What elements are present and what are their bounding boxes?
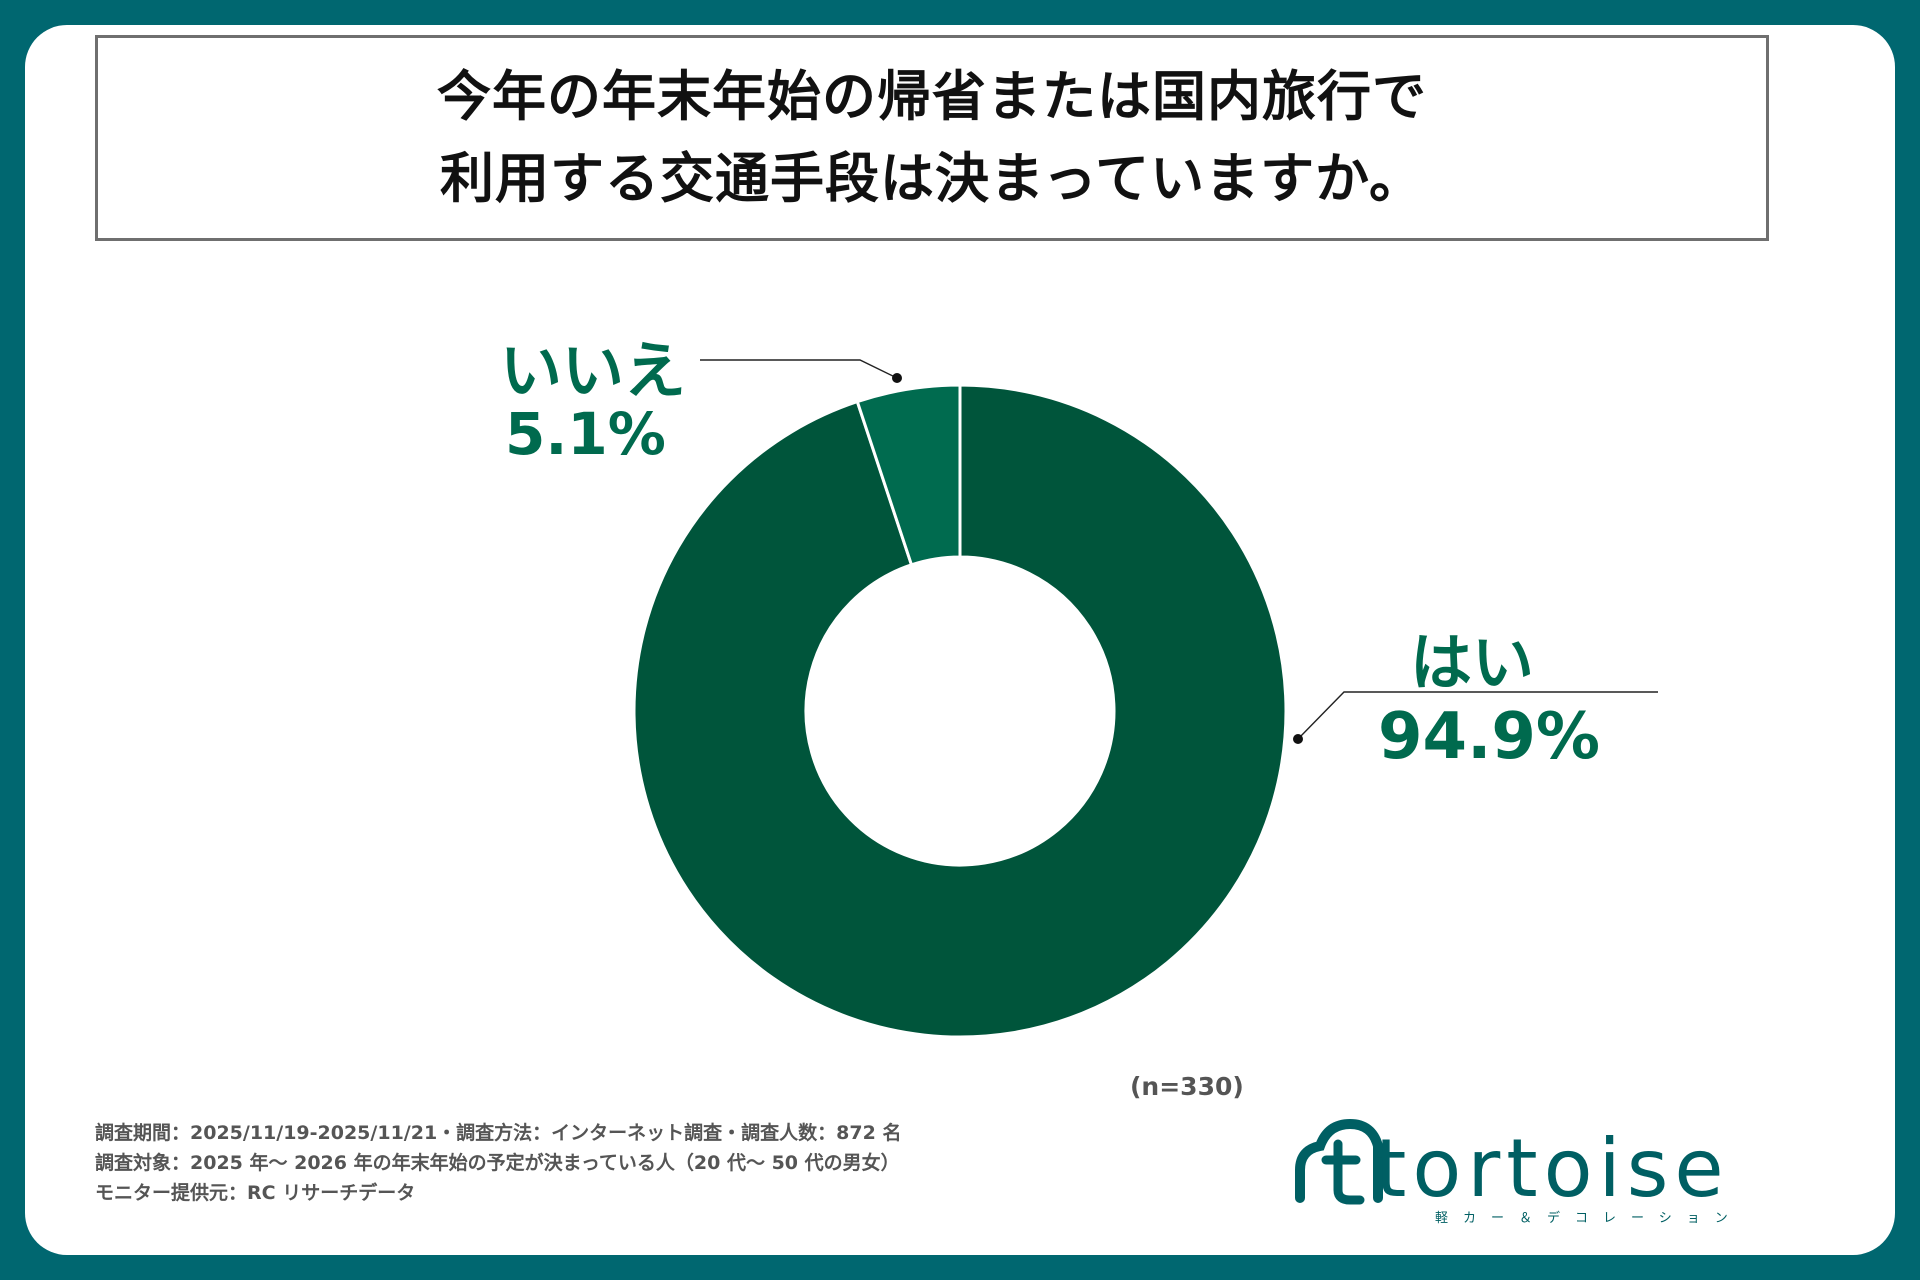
- slice-label-no: いいえ: [500, 334, 687, 407]
- slice-value-no: 5.1%: [505, 400, 666, 468]
- title-line-2: 利用する交通手段は決まっていますか。: [439, 147, 1425, 210]
- logo-subtitle: 軽カー＆デコレーション: [1435, 1211, 1743, 1226]
- donut-slice-yes: [632, 383, 1288, 1039]
- leader-line-no: [700, 359, 898, 379]
- donut-slice-no: [855, 383, 962, 567]
- cloud-logo-icon: [1295, 1118, 1383, 1205]
- card: [25, 25, 1895, 1255]
- note-line: 調査対象：2025 年～ 2026 年の年末年始の予定が決まっている人（20 代…: [95, 1152, 900, 1174]
- brand-logo: tortoise 軽カー＆デコレーション: [1280, 1110, 1820, 1226]
- leader-dot-no: [892, 373, 902, 383]
- title-line-1: 今年の年末年始の帰省または国内旅行で: [437, 65, 1427, 128]
- title-box: 今年の年末年始の帰省または国内旅行で 利用する交通手段は決まっていますか。: [95, 35, 1769, 241]
- sample-size-label: (n=330): [1130, 1072, 1244, 1101]
- survey-notes: 調査期間：2025/11/19-2025/11/21・調査方法：インターネット調…: [95, 1118, 901, 1208]
- note-line: モニター提供元：RC リサーチデータ: [95, 1182, 416, 1204]
- slice-label-yes: はい: [1410, 626, 1535, 699]
- leader-dot-yes: [1293, 734, 1303, 744]
- slice-value-yes: 94.9%: [1378, 700, 1601, 774]
- leader-line-yes: [1297, 691, 1658, 740]
- logo-wordmark: tortoise: [1375, 1122, 1730, 1215]
- note-line: 調査期間：2025/11/19-2025/11/21・調査方法：インターネット調…: [95, 1122, 902, 1144]
